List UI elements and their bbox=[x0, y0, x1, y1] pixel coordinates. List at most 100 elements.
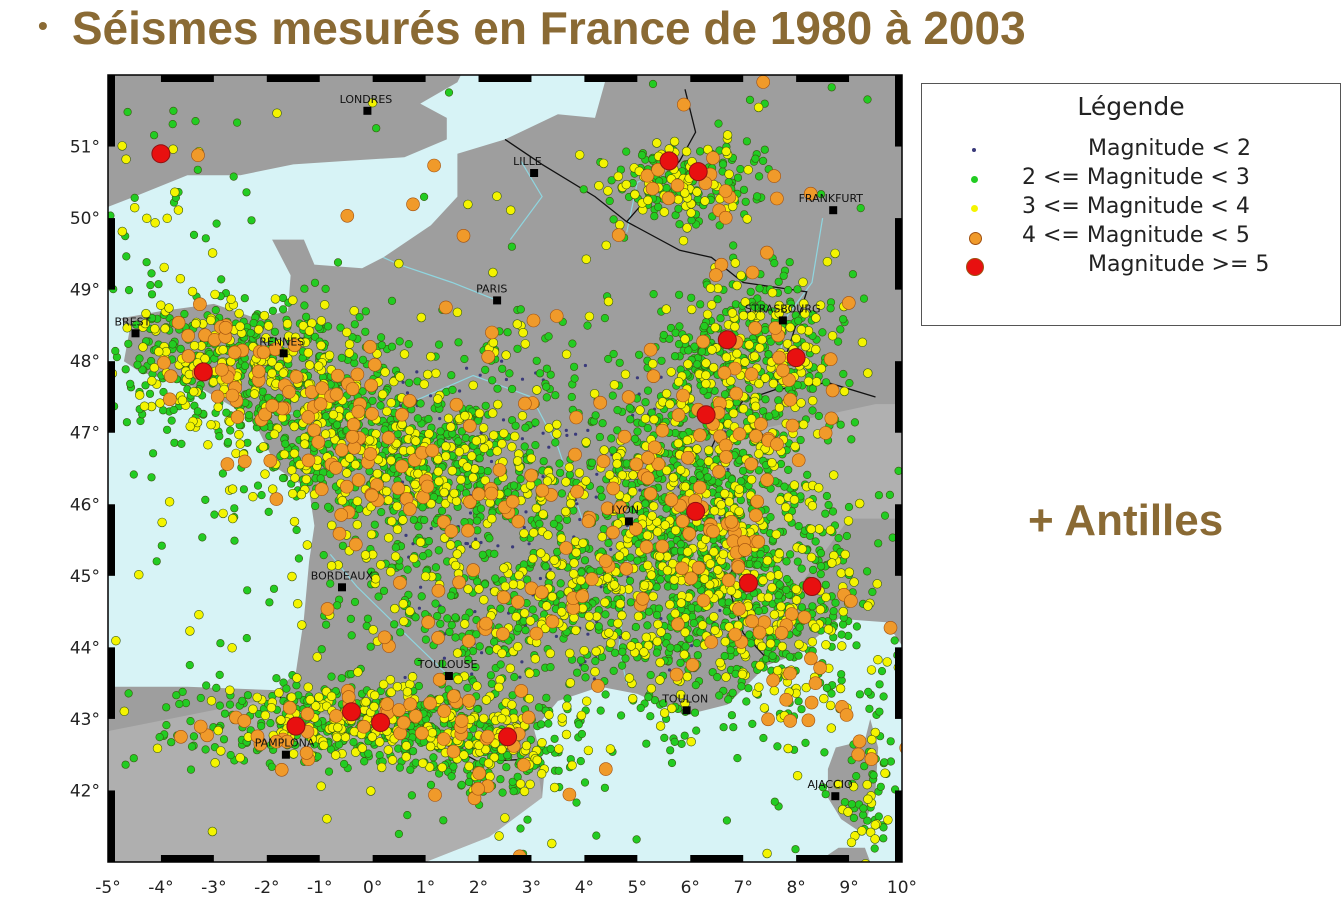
quake-mag-3-4 bbox=[512, 456, 523, 466]
quake-mag-3-4 bbox=[269, 429, 280, 439]
quake-mag-2-3 bbox=[752, 192, 762, 201]
quake-mag-2-3 bbox=[696, 458, 705, 467]
quake-mag-3-4 bbox=[304, 326, 315, 336]
quake-mag-4-5 bbox=[328, 460, 343, 475]
quake-mag-3-4 bbox=[823, 624, 834, 634]
quake-mag-2-3 bbox=[760, 145, 769, 154]
quake-mag-2-3 bbox=[416, 399, 425, 408]
quake-mag-3-4 bbox=[409, 553, 419, 563]
quake-mag-3-4 bbox=[854, 498, 865, 509]
quake-mag-3-4 bbox=[791, 333, 801, 344]
quake-mag-lt2 bbox=[574, 432, 578, 436]
quake-mag-2-3 bbox=[756, 549, 765, 559]
quake-mag-3-4 bbox=[508, 579, 518, 590]
quake-mag-3-4 bbox=[581, 476, 591, 486]
quake-mag-3-4 bbox=[452, 307, 463, 317]
quake-mag-3-4 bbox=[757, 335, 767, 345]
quake-mag-lt2 bbox=[635, 376, 640, 380]
quake-mag-3-4 bbox=[441, 441, 451, 451]
quake-mag-3-4 bbox=[765, 571, 776, 581]
quake-mag-3-4 bbox=[655, 721, 666, 731]
quake-mag-2-3 bbox=[759, 733, 768, 743]
quake-mag-4-5 bbox=[164, 369, 178, 384]
quake-mag-3-4 bbox=[826, 723, 836, 733]
quake-mag-3-4 bbox=[297, 620, 307, 630]
quake-mag-3-4 bbox=[579, 645, 589, 656]
quake-mag-3-4 bbox=[576, 710, 587, 721]
quake-mag-2-3 bbox=[154, 280, 163, 289]
quake-mag-3-4 bbox=[383, 745, 393, 755]
quake-mag-2-3 bbox=[567, 392, 576, 402]
quake-mag-2-3 bbox=[554, 766, 563, 775]
quake-mag-3-4 bbox=[821, 592, 831, 602]
quake-mag-3-4 bbox=[798, 277, 808, 287]
quake-mag-2-3 bbox=[633, 427, 642, 436]
quake-mag-3-4 bbox=[390, 551, 401, 562]
quake-mag-3-4 bbox=[314, 692, 324, 702]
quake-mag-3-4 bbox=[524, 693, 534, 704]
quake-mag-2-3 bbox=[220, 709, 230, 718]
quake-mag-lt2 bbox=[575, 502, 579, 506]
quake-mag-4-5 bbox=[282, 700, 297, 715]
quake-mag-3-4 bbox=[863, 368, 873, 378]
quake-mag-2-3 bbox=[505, 369, 514, 378]
quake-mag-3-4 bbox=[248, 492, 258, 502]
quake-mag-2-3 bbox=[111, 346, 120, 356]
quake-mag-2-3 bbox=[868, 587, 877, 597]
quake-mag-4-5 bbox=[345, 429, 360, 444]
quake-mag-2-3 bbox=[202, 681, 211, 690]
quake-mag-3-4 bbox=[686, 304, 697, 315]
quake-mag-3-4 bbox=[806, 524, 816, 534]
quake-mag-3-4 bbox=[119, 706, 130, 716]
quake-mag-3-4 bbox=[360, 550, 371, 560]
quake-mag-2-3 bbox=[848, 270, 858, 279]
quake-mag-3-4 bbox=[882, 657, 892, 667]
quake-mag-3-4 bbox=[528, 553, 538, 564]
quake-mag-3-4 bbox=[605, 744, 616, 754]
quake-mag-2-3 bbox=[317, 645, 326, 654]
quake-mag-2-3 bbox=[748, 719, 757, 729]
quake-mag-2-3 bbox=[685, 634, 694, 643]
quake-mag-3-4 bbox=[382, 486, 392, 496]
quake-mag-3-4 bbox=[554, 744, 564, 754]
quake-mag-3-4 bbox=[479, 595, 489, 605]
quake-mag-2-3 bbox=[821, 580, 830, 589]
quake-mag-3-4 bbox=[673, 438, 683, 448]
quake-mag-3-4 bbox=[870, 834, 880, 844]
quake-mag-3-4 bbox=[665, 599, 675, 610]
quake-mag-2-3 bbox=[337, 353, 346, 363]
quake-mag-3-4 bbox=[157, 517, 167, 528]
quake-mag-lt2 bbox=[594, 495, 598, 499]
quake-mag-3-4 bbox=[665, 399, 675, 409]
quake-mag-3-4 bbox=[288, 295, 298, 305]
quake-mag-2-3 bbox=[230, 504, 239, 513]
quake-mag-3-4 bbox=[581, 696, 592, 706]
quake-mag-2-3 bbox=[406, 765, 415, 774]
quake-mag-4-5 bbox=[351, 404, 366, 419]
quake-mag-3-4 bbox=[576, 575, 586, 586]
quake-mag-3-4 bbox=[331, 750, 341, 760]
quake-mag-2-3 bbox=[217, 275, 226, 284]
quake-mag-2-3 bbox=[670, 352, 680, 361]
quake-mag-3-4 bbox=[870, 820, 880, 830]
quake-mag-2-3 bbox=[626, 415, 635, 424]
quake-mag-3-4 bbox=[342, 468, 352, 478]
quake-mag-3-4 bbox=[719, 488, 730, 499]
quake-mag-3-4 bbox=[419, 379, 429, 389]
quake-mag-3-4 bbox=[449, 488, 459, 499]
quake-mag-3-4 bbox=[783, 512, 794, 523]
quake-mag-lt2 bbox=[726, 467, 730, 471]
quake-mag-2-3 bbox=[409, 747, 418, 756]
quake-mag-3-4 bbox=[307, 318, 317, 328]
quake-mag-2-3 bbox=[751, 154, 760, 163]
quake-mag-3-4 bbox=[603, 296, 614, 307]
quake-mag-3-4 bbox=[138, 342, 148, 352]
quake-mag-4-5 bbox=[364, 378, 379, 393]
quake-mag-4-5 bbox=[408, 709, 423, 723]
quake-mag-2-3 bbox=[447, 620, 456, 630]
quake-mag-3-4 bbox=[838, 606, 848, 617]
quake-mag-2-3 bbox=[722, 607, 731, 616]
quake-mag-2-3 bbox=[816, 549, 826, 558]
quake-mag-4-5 bbox=[446, 744, 461, 759]
quake-mag-3-4 bbox=[736, 270, 746, 281]
